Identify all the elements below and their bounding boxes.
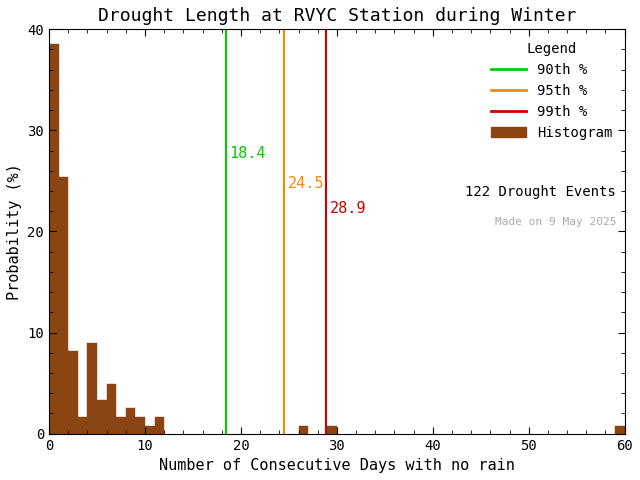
Bar: [136, 418, 145, 433]
Bar: [88, 343, 97, 433]
Bar: [116, 418, 126, 433]
Y-axis label: Probability (%): Probability (%): [7, 163, 22, 300]
Text: 24.5: 24.5: [288, 176, 324, 191]
Bar: [107, 384, 116, 433]
Bar: [298, 426, 308, 433]
X-axis label: Number of Consecutive Days with no rain: Number of Consecutive Days with no rain: [159, 458, 515, 473]
Bar: [49, 45, 59, 433]
Legend: 90th %, 95th %, 99th %, Histogram: 90th %, 95th %, 99th %, Histogram: [485, 36, 618, 145]
Bar: [155, 418, 164, 433]
Bar: [78, 418, 88, 433]
Bar: [126, 408, 136, 433]
Bar: [145, 426, 155, 433]
Bar: [97, 400, 107, 433]
Bar: [59, 177, 68, 433]
Title: Drought Length at RVYC Station during Winter: Drought Length at RVYC Station during Wi…: [98, 7, 576, 25]
Text: Made on 9 May 2025: Made on 9 May 2025: [495, 217, 616, 228]
Text: 18.4: 18.4: [230, 145, 266, 160]
Bar: [615, 426, 625, 433]
Bar: [327, 426, 337, 433]
Bar: [68, 351, 78, 433]
Text: 28.9: 28.9: [330, 201, 367, 216]
Text: 122 Drought Events: 122 Drought Events: [465, 185, 616, 199]
